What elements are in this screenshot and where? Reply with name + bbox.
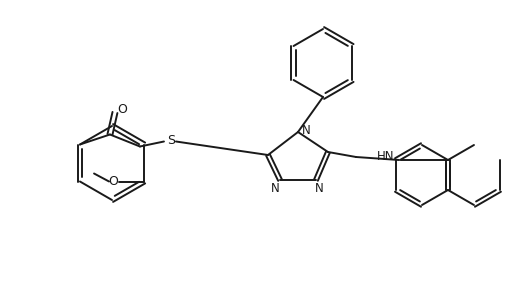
Text: HN: HN [377,150,395,163]
Text: N: N [315,182,324,194]
Text: O: O [108,175,118,188]
Text: N: N [301,124,310,136]
Text: O: O [117,103,127,116]
Text: S: S [167,134,175,147]
Text: N: N [271,182,279,194]
